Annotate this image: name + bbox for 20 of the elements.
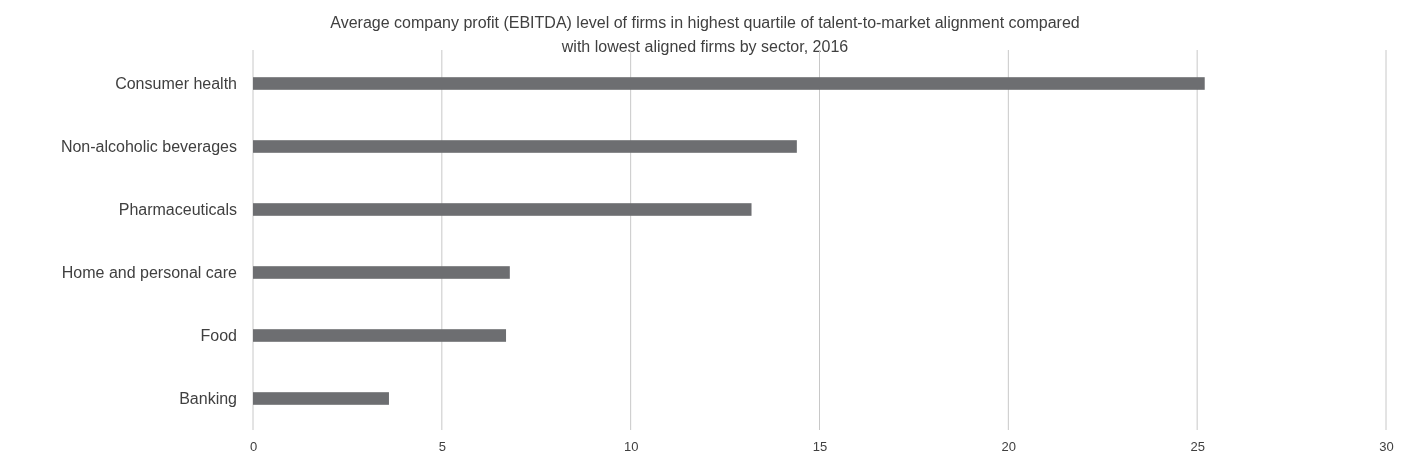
x-tick-label: 5 [438,439,446,454]
y-tick-label: Consumer health [115,74,237,92]
y-tick-label: Food [200,326,237,344]
bar [253,266,510,279]
x-tick-label: 0 [249,439,258,454]
bar [253,203,752,216]
y-tick-label: Home and personal care [61,263,238,281]
bar [253,140,797,153]
x-tick-label: 20 [1001,439,1017,454]
chart-title: Average company profit (EBITDA) level of firms in highest quartile of talent-to-market alignment compared with lowest aligned firms by sector, 2016 [330,14,1080,55]
x-tick-label: 30 [1379,439,1394,454]
bar [253,77,1205,90]
x-tick-label: 10 [623,439,639,454]
x-tick-label: 25 [1190,439,1205,454]
bar [253,392,389,405]
bar [253,329,507,342]
y-tick-label: Pharmaceuticals [118,200,237,218]
y-tick-label: Banking [179,389,237,407]
y-tick-label: Non-alcoholic beverages [60,137,237,155]
x-tick-label: 15 [812,439,828,454]
